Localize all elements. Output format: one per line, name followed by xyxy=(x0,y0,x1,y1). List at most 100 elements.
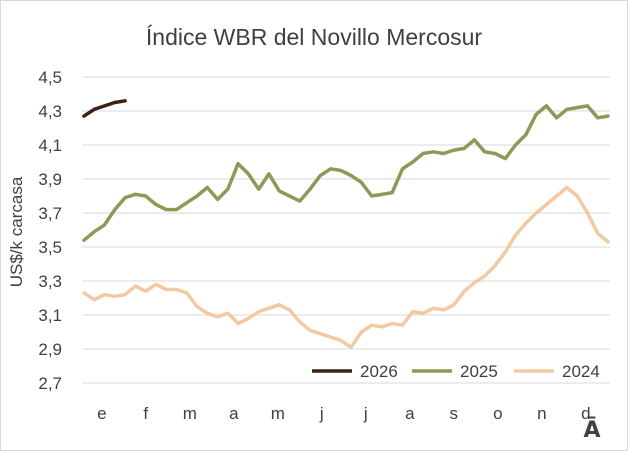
data-point-2024 xyxy=(462,290,466,293)
data-point-2025 xyxy=(175,208,178,211)
data-point-2025 xyxy=(421,152,425,155)
data-point-2025 xyxy=(288,194,291,198)
data-point-2024 xyxy=(421,312,425,315)
data-point-2025 xyxy=(493,152,497,155)
data-point-2025 xyxy=(144,194,147,198)
data-point-2025 xyxy=(596,116,599,120)
x-tick-label: j xyxy=(363,404,368,423)
x-tick-label: e xyxy=(97,404,106,423)
data-point-2026 xyxy=(113,101,117,104)
data-point-2025 xyxy=(411,160,414,164)
y-tick-label: 3,9 xyxy=(38,170,62,189)
data-point-2025 xyxy=(391,191,394,194)
data-point-2025 xyxy=(82,239,86,242)
data-point-2025 xyxy=(452,148,456,152)
y-tick-label: 2,9 xyxy=(38,340,62,359)
data-point-2025 xyxy=(349,174,353,177)
data-point-2026 xyxy=(123,99,127,103)
data-point-2024 xyxy=(103,293,106,296)
data-point-2025 xyxy=(236,162,240,165)
data-point-2025 xyxy=(514,143,517,147)
data-point-2025 xyxy=(442,152,445,155)
data-point-2025 xyxy=(185,201,188,204)
data-point-2024 xyxy=(185,291,188,295)
data-point-2025 xyxy=(267,172,271,176)
data-point-2024 xyxy=(298,320,301,323)
data-point-2025 xyxy=(370,194,373,198)
data-point-2025 xyxy=(164,208,168,211)
data-point-2025 xyxy=(534,113,538,116)
data-point-2024 xyxy=(319,332,322,335)
data-point-2024 xyxy=(442,308,445,312)
x-tick-label: m xyxy=(271,404,285,423)
data-point-2025 xyxy=(113,208,117,211)
data-point-2025 xyxy=(339,169,343,172)
data-point-2024 xyxy=(123,293,127,296)
data-point-2024 xyxy=(339,339,343,342)
data-point-2024 xyxy=(586,211,589,215)
data-point-2025 xyxy=(206,186,209,189)
y-tick-label: 2,7 xyxy=(38,374,62,393)
data-point-2025 xyxy=(401,167,404,170)
x-tick-label: o xyxy=(493,404,502,423)
data-point-2025 xyxy=(586,104,589,108)
data-point-2025 xyxy=(432,150,435,153)
data-point-2025 xyxy=(565,108,569,111)
data-point-2025 xyxy=(226,188,230,191)
corner-mark: Ā xyxy=(583,417,600,443)
data-point-2025 xyxy=(216,198,219,201)
x-tick-label: a xyxy=(405,404,415,423)
legend: 2026 2025 2024 xyxy=(312,362,600,381)
data-point-2025 xyxy=(298,199,301,203)
x-tick-label: n xyxy=(537,404,546,423)
data-point-2024 xyxy=(401,324,404,327)
data-point-2024 xyxy=(93,298,96,301)
data-point-2026 xyxy=(82,114,86,118)
x-tick-label: m xyxy=(183,404,197,423)
gridlines xyxy=(82,76,610,384)
data-point-2024 xyxy=(473,281,476,284)
data-point-2024 xyxy=(432,307,435,310)
data-point-2025 xyxy=(483,150,486,153)
data-point-2025 xyxy=(462,147,466,150)
data-point-2025 xyxy=(606,114,610,118)
data-point-2024 xyxy=(134,284,137,288)
data-point-2025 xyxy=(319,174,322,177)
chart-title: Índice WBR del Novillo Mercosur xyxy=(146,24,483,50)
data-point-2024 xyxy=(175,288,178,291)
data-point-2024 xyxy=(452,303,456,306)
x-tick-label: f xyxy=(143,404,148,423)
x-tick-label: d xyxy=(581,404,590,423)
data-point-2025 xyxy=(278,189,281,193)
y-tick-label: 3,1 xyxy=(38,306,62,325)
data-point-2024 xyxy=(288,308,291,312)
data-point-2024 xyxy=(236,322,240,325)
data-point-2024 xyxy=(524,222,528,225)
data-point-2024 xyxy=(483,274,486,278)
x-tick-label: j xyxy=(319,404,324,423)
data-point-2025 xyxy=(329,167,332,170)
data-point-2024 xyxy=(82,291,86,295)
y-tick-label: 3,7 xyxy=(38,204,62,223)
data-point-2024 xyxy=(360,330,363,334)
data-point-2024 xyxy=(493,264,497,267)
data-point-2025 xyxy=(93,230,96,233)
legend-label: 2024 xyxy=(562,362,600,381)
data-point-2025 xyxy=(123,196,127,199)
data-point-2024 xyxy=(154,283,158,286)
data-point-2024 xyxy=(545,203,548,206)
x-tick-label: a xyxy=(229,404,239,423)
data-point-2025 xyxy=(247,172,250,176)
data-point-2024 xyxy=(514,233,517,237)
data-point-2024 xyxy=(113,295,117,298)
data-point-2024 xyxy=(206,312,209,315)
data-point-2024 xyxy=(565,186,569,189)
y-tick-label: 4,1 xyxy=(38,136,62,155)
y-tick-label: 4,3 xyxy=(38,102,62,121)
data-point-2024 xyxy=(267,307,271,310)
series-line-2025 xyxy=(82,104,610,242)
data-point-2024 xyxy=(195,305,199,308)
y-tick-labels: 4,5 4,3 4,1 3,9 3,7 3,5 3,3 3,1 2,9 2,7 xyxy=(38,68,62,393)
